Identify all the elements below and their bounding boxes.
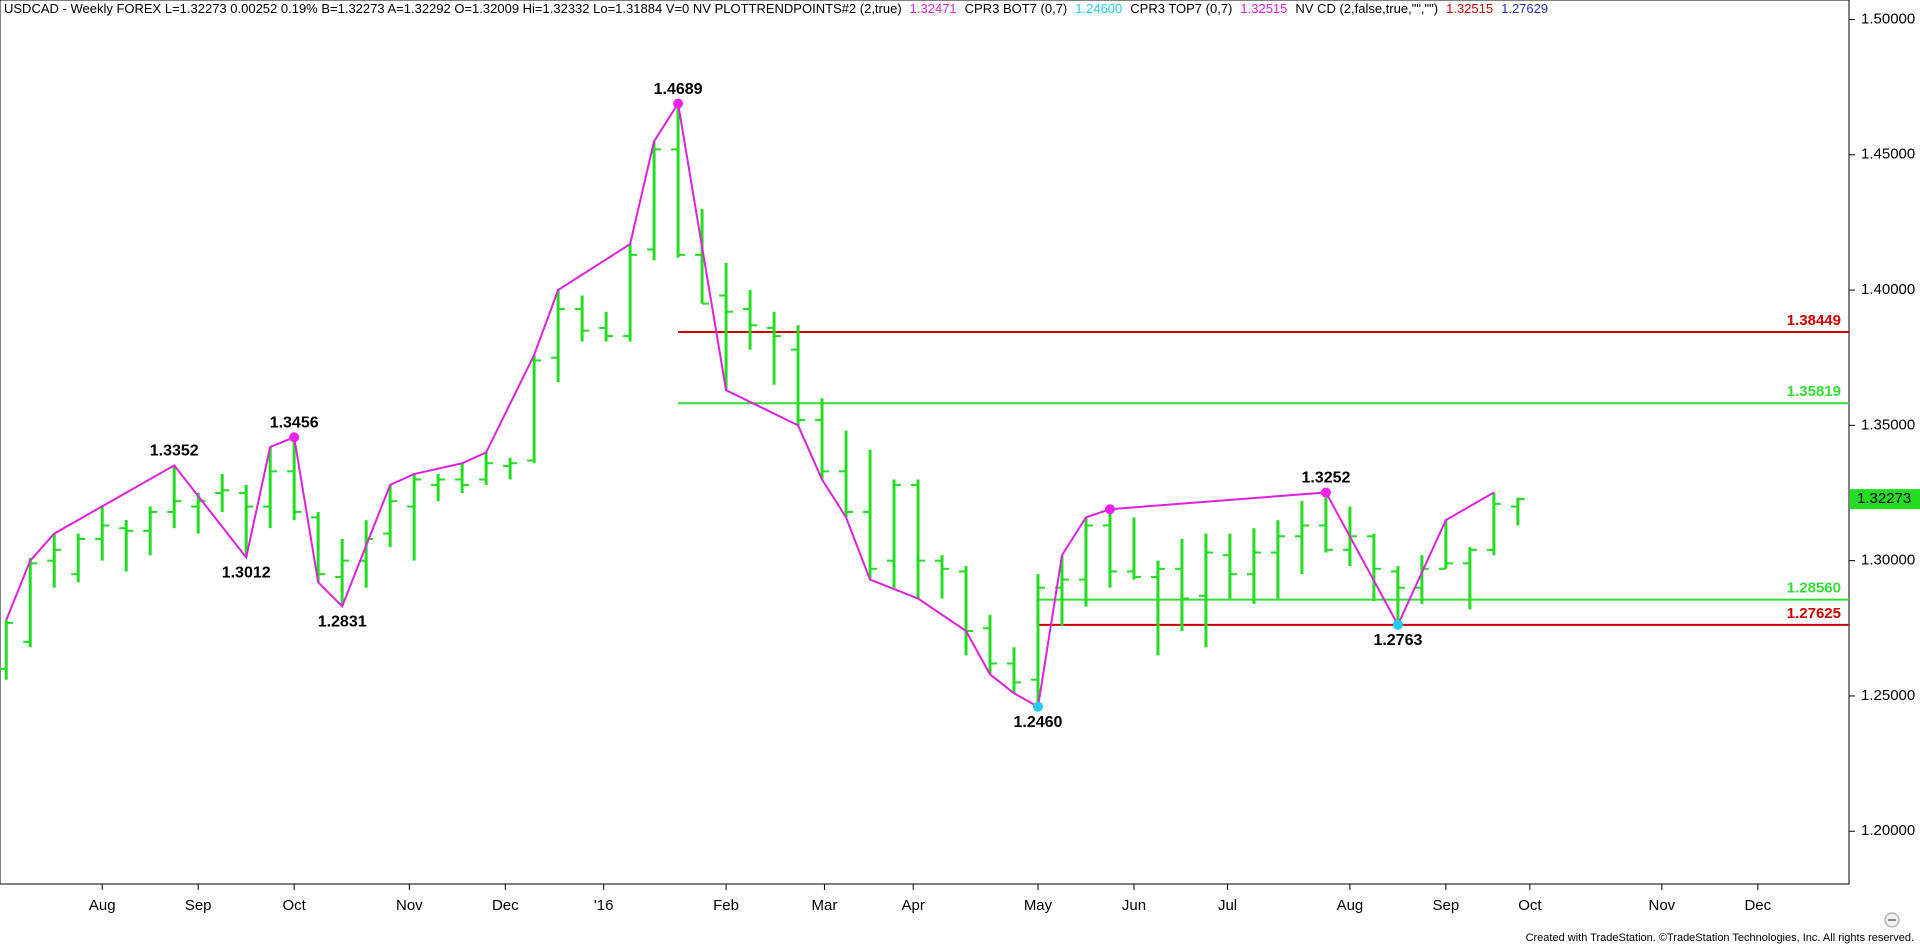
y-tick-label: 1.40000 — [1861, 281, 1915, 298]
x-tick-label: Mar — [812, 897, 838, 914]
header-segment: NV CD (2,false,true,"","") — [1295, 1, 1438, 16]
pivot-point — [1320, 487, 1331, 498]
price-annotation: 1.3012 — [222, 565, 271, 582]
price-annotation: 1.2831 — [318, 614, 367, 631]
y-tick-label: 1.25000 — [1861, 687, 1915, 704]
pivot-point — [1392, 619, 1403, 630]
x-tick-label: Nov — [1649, 897, 1676, 914]
level-label: 1.28560 — [1787, 580, 1841, 597]
y-tick-label: 1.30000 — [1861, 552, 1915, 569]
x-tick-label: Dec — [492, 897, 519, 914]
pivot-point — [1032, 701, 1043, 712]
pivot-point — [1104, 504, 1115, 515]
plot-area — [0, 0, 1850, 885]
price-annotation: 1.4689 — [654, 81, 703, 98]
pivot-point — [289, 432, 300, 443]
x-tick-label: Sep — [185, 897, 212, 914]
level-label: 1.38449 — [1787, 312, 1841, 329]
header-segment: 1.24600 — [1075, 1, 1122, 16]
price-annotation: 1.3456 — [270, 414, 319, 431]
level-label: 1.35819 — [1787, 383, 1841, 400]
price-annotation: 1.3352 — [150, 443, 199, 460]
x-tick-label: May — [1024, 897, 1053, 914]
x-tick-label: Sep — [1433, 897, 1460, 914]
pivot-point — [673, 98, 684, 109]
x-tick-label: Dec — [1744, 897, 1771, 914]
x-tick-label: Oct — [282, 897, 306, 914]
header-segment: 1.32515 — [1240, 1, 1287, 16]
x-tick-label: Jul — [1218, 897, 1237, 914]
scroll-icon[interactable] — [1884, 912, 1900, 928]
header-segment: USDCAD - Weekly FOREX L=1.32273 0.00252 … — [4, 1, 902, 16]
level-label: 1.27625 — [1787, 605, 1841, 622]
y-tick-label: 1.50000 — [1861, 10, 1915, 27]
header: USDCAD - Weekly FOREX L=1.32273 0.00252 … — [4, 1, 1548, 16]
price-annotation: 1.2460 — [1014, 714, 1063, 731]
x-tick-label: Apr — [902, 897, 925, 914]
y-tick-label: 1.35000 — [1861, 416, 1915, 433]
y-tick-label: 1.45000 — [1861, 146, 1915, 163]
x-tick-label: Feb — [713, 897, 739, 914]
header-segment: CPR3 BOT7 (0,7) — [965, 1, 1068, 16]
header-segment: 1.32471 — [910, 1, 957, 16]
footer: Created with TradeStation. ©TradeStation… — [1526, 932, 1914, 944]
header-segment: 1.32515 — [1446, 1, 1493, 16]
price-annotation: 1.2763 — [1373, 632, 1422, 649]
x-tick-label: '16 — [594, 897, 614, 914]
last-price-label: 1.32273 — [1857, 490, 1911, 507]
x-tick-label: Aug — [89, 897, 116, 914]
x-tick-label: Aug — [1337, 897, 1364, 914]
y-tick-label: 1.20000 — [1861, 822, 1915, 839]
header-segment: CPR3 TOP7 (0,7) — [1130, 1, 1232, 16]
price-annotation: 1.3252 — [1301, 470, 1350, 487]
header-segment: 1.27629 — [1501, 1, 1548, 16]
x-tick-label: Jun — [1122, 897, 1146, 914]
x-tick-label: Nov — [396, 897, 423, 914]
x-tick-label: Oct — [1518, 897, 1542, 914]
last-price-box — [1850, 489, 1920, 510]
